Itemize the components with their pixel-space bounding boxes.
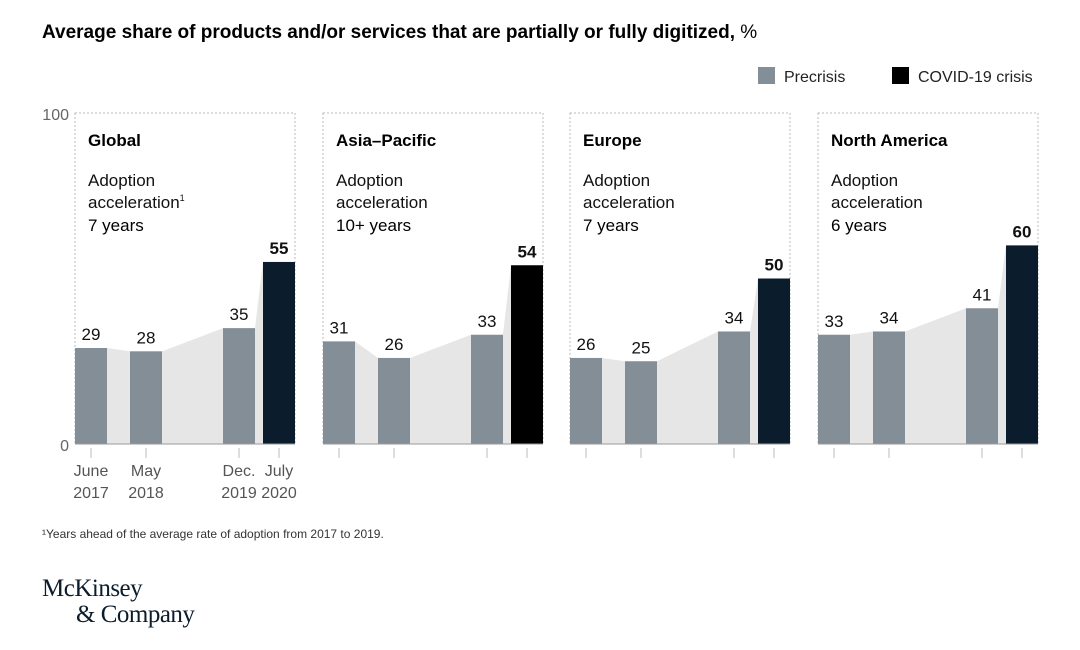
data-label: 35 (230, 305, 249, 324)
adoption-acceleration-years: 6 years (831, 216, 887, 235)
panel-note: acceleration (336, 193, 428, 212)
footnote-marker: 1 (180, 193, 185, 203)
panel-title: Europe (583, 131, 642, 150)
bar-precrisis (718, 331, 750, 444)
data-label: 25 (632, 338, 651, 357)
bar-precrisis (873, 331, 905, 444)
data-label: 34 (725, 308, 744, 327)
data-label: 26 (577, 335, 596, 354)
panel-note: Adoption (88, 171, 155, 190)
x-tick-label: 2017 (73, 485, 109, 502)
data-label: 33 (478, 312, 497, 331)
panel-note: acceleration (831, 193, 923, 212)
panel-title: Global (88, 131, 141, 150)
panel-note: acceleration1 (88, 193, 185, 212)
panel-note: Adoption (831, 171, 898, 190)
bar-covid-crisis (511, 265, 543, 444)
legend-swatch (892, 67, 909, 84)
data-label: 41 (973, 285, 992, 304)
data-label: 54 (518, 242, 537, 261)
mckinsey-logo: McKinsey & Company (42, 575, 195, 628)
adoption-acceleration-years: 10+ years (336, 216, 411, 235)
data-label: 31 (330, 318, 349, 337)
x-tick-label: July (265, 463, 293, 480)
data-label: 55 (270, 239, 289, 258)
data-label: 29 (82, 325, 101, 344)
data-label: 50 (765, 256, 784, 275)
bar-precrisis (471, 334, 503, 444)
trend-area (570, 278, 790, 444)
panel-note: Adoption (583, 171, 650, 190)
data-label: 60 (1013, 222, 1032, 241)
chart-title: Average share of products and/or service… (42, 22, 758, 43)
bar-covid-crisis (758, 278, 790, 444)
x-tick-label: June (74, 463, 109, 480)
bar-covid-crisis (263, 261, 295, 444)
title-unit: % (740, 22, 758, 43)
bar-precrisis (323, 341, 355, 444)
legend-swatch (758, 67, 775, 84)
bar-precrisis (223, 328, 255, 444)
data-label: 26 (385, 335, 404, 354)
data-label: 28 (137, 328, 156, 347)
bar-precrisis (378, 357, 410, 444)
y-tick-label: 0 (60, 438, 69, 455)
bar-precrisis (570, 357, 602, 444)
panel-title: North America (831, 131, 948, 150)
bar-precrisis (966, 308, 998, 444)
bar-precrisis (75, 348, 107, 444)
panel-title: Asia–Pacific (336, 131, 436, 150)
trend-area (323, 265, 543, 444)
y-tick-label: 100 (42, 107, 69, 124)
legend-label: COVID-19 crisis (918, 69, 1033, 86)
legend-label: Precrisis (784, 69, 845, 86)
bar-precrisis (818, 334, 850, 444)
bar-precrisis (130, 351, 162, 444)
x-tick-label: May (131, 463, 161, 480)
x-tick-label: 2020 (261, 485, 297, 502)
data-label: 34 (880, 308, 899, 327)
trend-area (818, 245, 1038, 444)
adoption-acceleration-years: 7 years (583, 216, 639, 235)
x-tick-label: 2019 (221, 485, 257, 502)
chart: 100 0 Precrisis COVID-19 crisis 29 June 2017 28… (42, 67, 1039, 502)
x-tick-label: Dec. (223, 463, 256, 480)
data-label: 33 (825, 312, 844, 331)
adoption-acceleration-years: 7 years (88, 216, 144, 235)
bar-covid-crisis (1006, 245, 1038, 444)
trend-area (75, 261, 295, 444)
panel-note: acceleration (583, 193, 675, 212)
bar-precrisis (625, 361, 657, 444)
footnote: ¹Years ahead of the average rate of adop… (42, 527, 384, 541)
x-tick-label: 2018 (128, 485, 164, 502)
panel-note: Adoption (336, 171, 403, 190)
